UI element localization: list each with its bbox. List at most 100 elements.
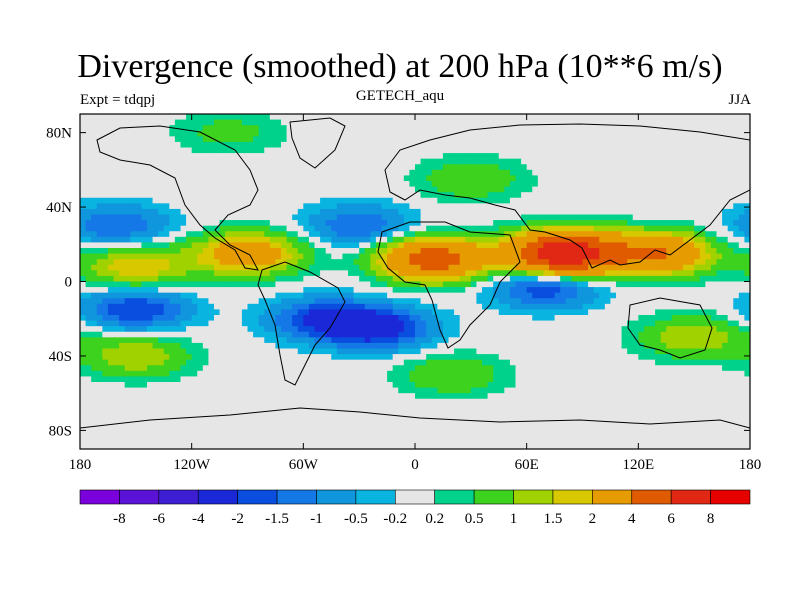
field-cell [297,125,304,132]
field-cell [666,158,673,165]
field-cell [744,197,750,204]
field-cell [292,320,299,327]
field-cell [269,326,276,333]
field-cell [186,236,193,243]
field-cell [169,186,176,193]
field-cell [655,141,662,148]
field-cell [504,264,511,271]
field-cell [431,169,438,176]
field-cell [174,125,181,132]
field-cell [655,231,662,238]
field-cell [448,287,455,294]
field-cell [258,292,265,299]
field-cell [375,220,382,227]
field-cell [588,253,595,260]
field-cell [560,169,567,176]
field-cell [437,197,444,204]
field-cell [442,225,449,232]
field-cell [526,208,533,215]
field-cell [476,203,483,210]
field-cell [381,181,388,187]
field-cell [130,242,137,249]
field-cell [152,214,159,221]
field-cell [113,281,120,288]
field-cell [643,158,650,165]
field-cell [381,186,388,193]
field-cell [186,270,193,277]
field-cell [470,197,477,204]
field-cell [442,287,449,294]
field-cell [454,342,461,349]
field-cell [476,320,483,327]
field-cell [269,125,276,132]
field-cell [353,214,360,221]
field-cell [509,259,516,266]
field-cell [113,208,120,215]
field-cell [442,298,449,305]
field-cell [733,147,740,154]
field-cell [320,186,327,193]
field-cell [297,231,304,238]
field-cell [621,270,628,277]
field-cell [420,342,427,349]
field-cell [219,292,226,299]
field-cell [571,315,578,321]
field-cell [281,287,287,294]
field-cell [515,147,522,154]
field-cell [498,220,505,227]
field-cell [482,292,488,299]
field-cell [141,342,148,349]
field-cell [532,259,539,266]
field-cell [96,298,103,305]
field-cell [649,287,656,294]
field-cell [431,303,438,310]
field-cell [560,236,567,243]
field-cell [537,147,544,154]
field-cell [364,197,371,204]
field-cell [465,259,472,266]
field-cell [426,275,433,282]
field-cell [124,309,131,316]
field-cell [504,153,511,160]
field-cell [219,130,226,137]
field-cell [655,309,662,316]
field-cell [364,181,371,187]
field-cell [258,303,265,310]
field-cell [431,119,438,126]
field-cell [454,259,461,266]
field-cell [308,326,315,333]
field-cell [214,192,220,199]
field-cell [482,242,488,249]
field-cell [225,130,232,137]
field-cell [191,281,198,288]
field-cell [694,175,701,182]
field-cell [604,275,611,282]
field-cell [197,114,204,120]
field-cell [169,208,176,215]
field-cell [549,192,555,199]
field-cell [643,136,650,143]
field-cell [437,192,444,199]
field-cell [688,208,695,215]
field-cell [348,303,354,310]
field-cell [303,220,310,227]
field-cell [493,337,500,344]
field-cell [230,153,237,160]
field-cell [476,164,483,171]
field-cell [694,275,701,282]
field-cell [554,136,561,143]
field-cell [353,264,360,271]
field-cell [722,309,729,316]
field-cell [431,203,438,210]
field-cell [582,248,589,254]
field-cell [470,186,477,193]
field-cell [493,186,500,193]
field-cell [565,208,572,215]
field-cell [677,175,684,182]
field-cell [180,309,187,316]
field-cell [465,253,472,260]
field-cell [297,248,304,254]
field-cell [554,253,561,260]
field-cell [264,236,271,243]
field-cell [482,147,488,154]
